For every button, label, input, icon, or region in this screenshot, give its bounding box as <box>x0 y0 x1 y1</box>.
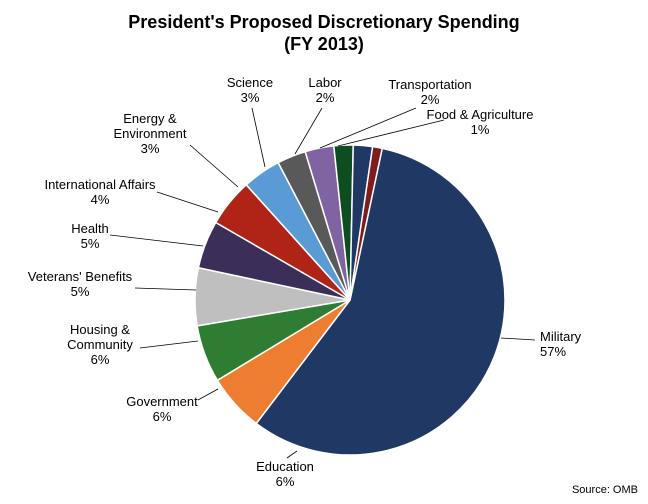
leader-line <box>252 108 265 167</box>
slice-label: International Affairs 4% <box>44 178 155 208</box>
source-text: Source: OMB <box>572 484 638 496</box>
leader-line <box>320 108 416 148</box>
slice-label: Government 6% <box>126 395 198 425</box>
leader-line <box>135 288 196 290</box>
slice-label: Transportation 2% <box>388 78 471 108</box>
leader-line <box>157 192 218 212</box>
leader-line <box>140 341 198 348</box>
leader-line <box>287 451 297 458</box>
leader-line <box>198 389 218 400</box>
slice-label: Science 3% <box>227 76 273 106</box>
slice-label: Energy & Environment 3% <box>114 112 187 157</box>
slice-label: Food & Agriculture 1% <box>427 108 534 138</box>
slice-label: Veterans' Benefits 5% <box>28 270 132 300</box>
leader-line <box>110 235 203 246</box>
slice-label: Housing & Community 6% <box>67 323 133 368</box>
leader-line <box>501 338 535 340</box>
slice-label: Education 6% <box>256 460 314 490</box>
slice-label: Labor 2% <box>308 76 341 106</box>
slice-label: Health 5% <box>71 222 109 252</box>
leader-line <box>190 145 238 187</box>
slice-label: Military 57% <box>540 330 581 360</box>
leader-line <box>295 108 322 154</box>
